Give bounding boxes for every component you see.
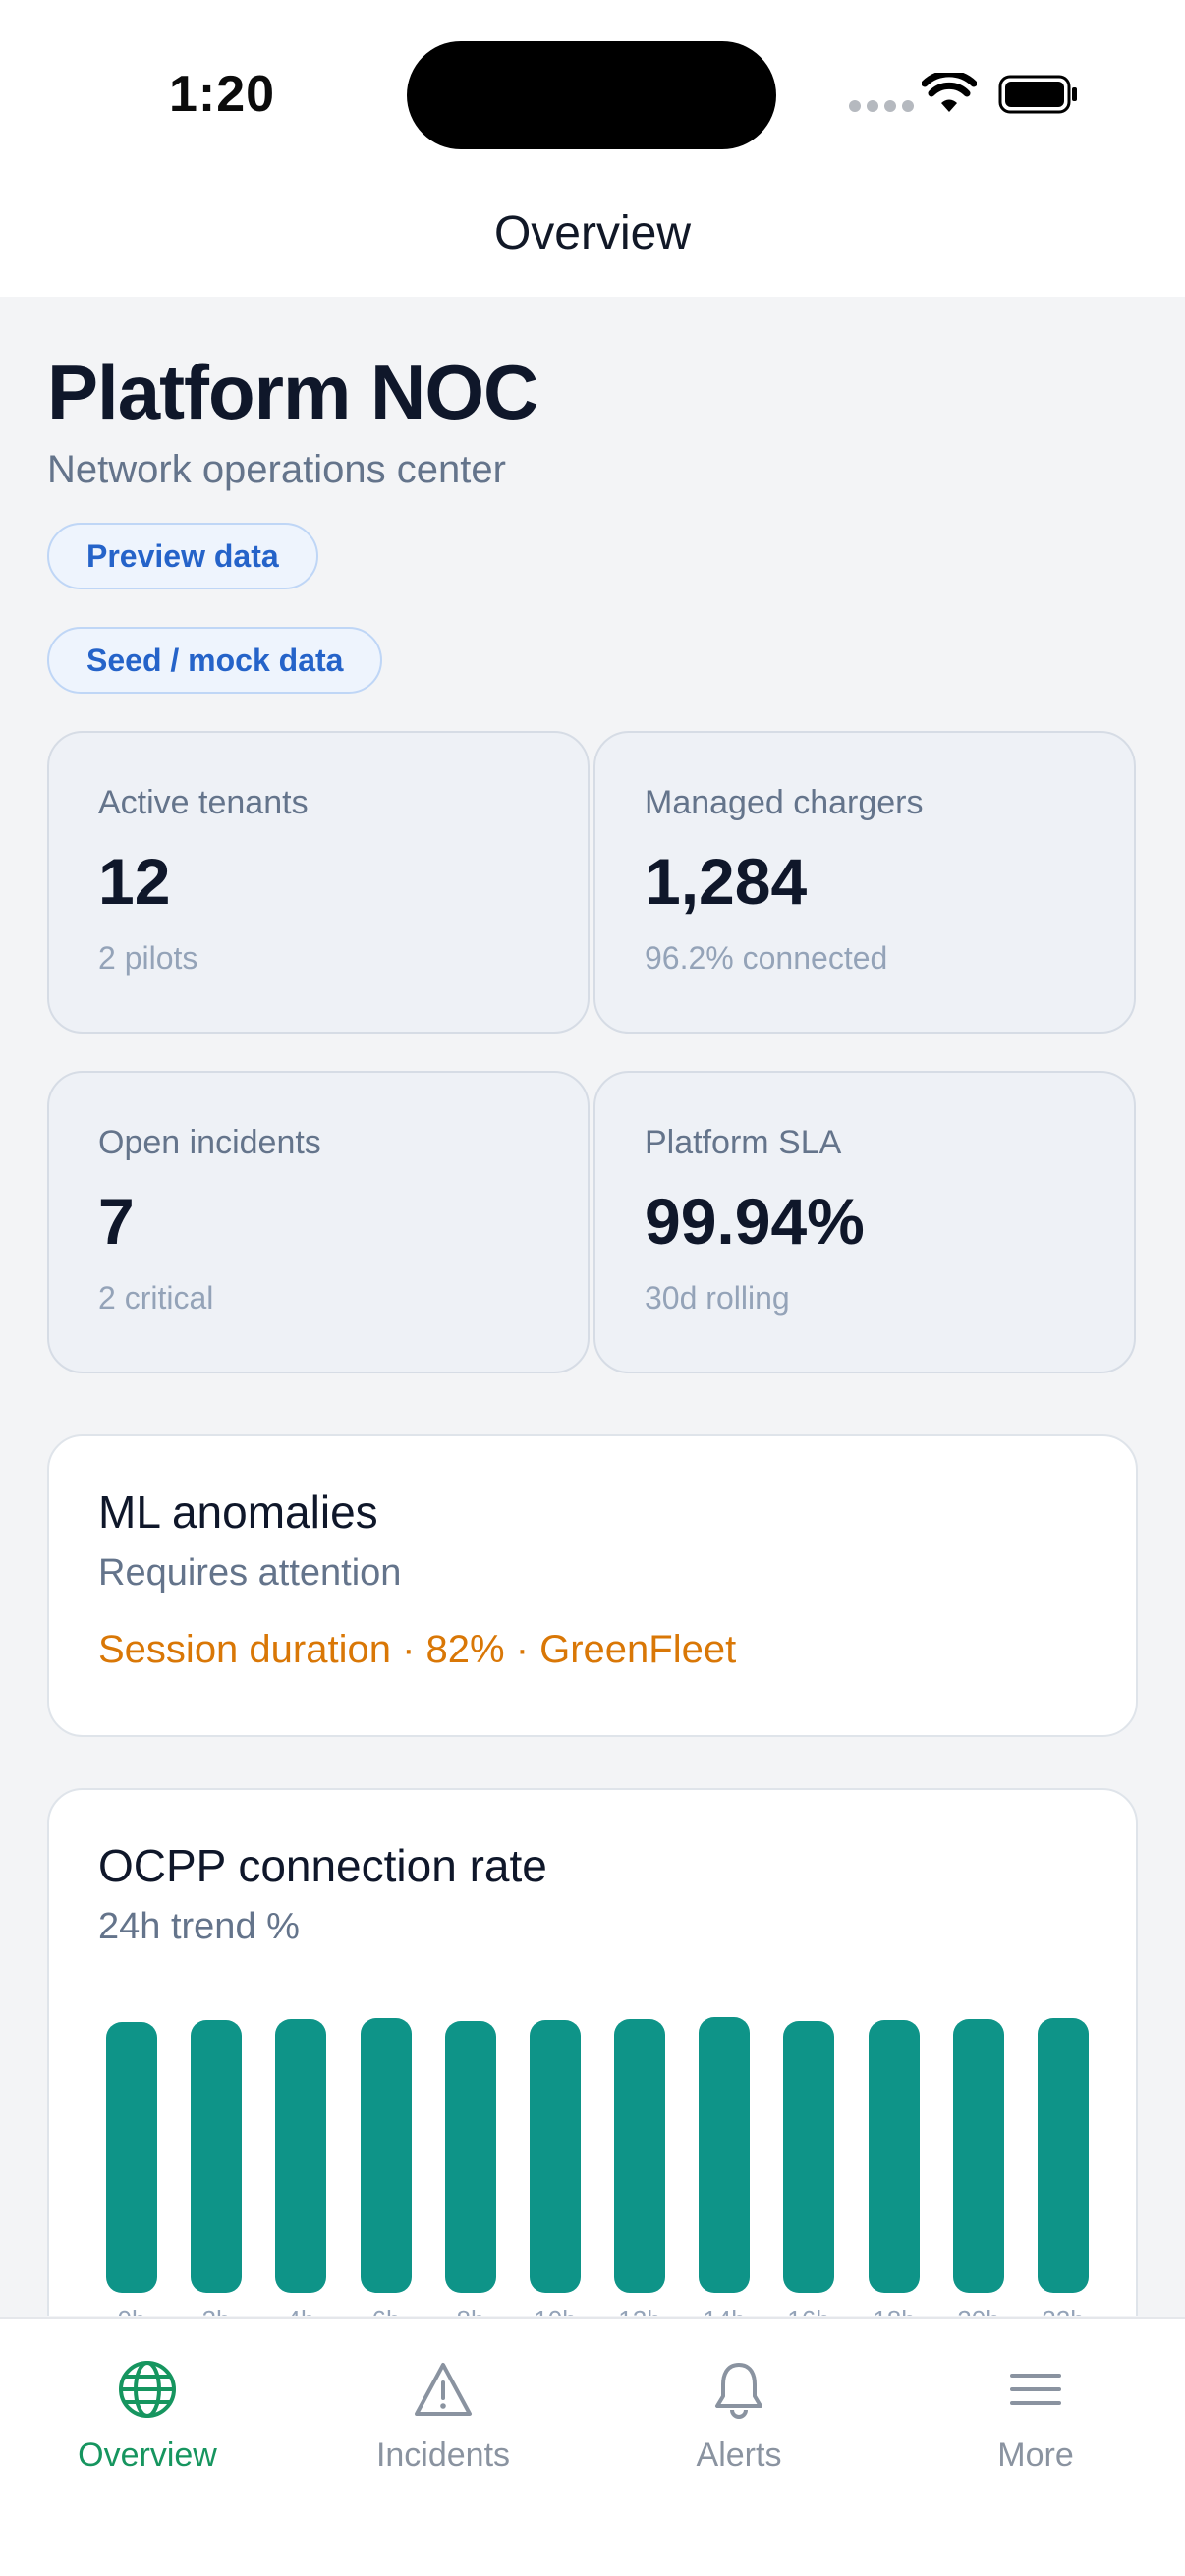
- ocpp-bar-12h: [614, 2019, 665, 2293]
- nav-title: Overview: [493, 207, 692, 259]
- tab-incidents[interactable]: Incidents: [296, 2358, 591, 2475]
- tab-label: Alerts: [696, 2436, 782, 2474]
- tab-more[interactable]: More: [888, 2358, 1183, 2475]
- stat-value: 99.94%: [645, 1185, 865, 1258]
- tab-label: More: [997, 2436, 1074, 2474]
- card-title: ML anomalies: [98, 1486, 378, 1538]
- page-subtitle: Network operations center: [47, 448, 506, 491]
- x-tick-label: 16h: [769, 2305, 848, 2316]
- ocpp-bar-2h: [191, 2020, 242, 2293]
- stat-value: 1,284: [645, 845, 808, 918]
- stat-card-active-tenants[interactable]: Active tenants 12 2 pilots: [47, 731, 590, 1034]
- tab-label: Incidents: [375, 2436, 511, 2474]
- stat-value: 7: [98, 1185, 135, 1258]
- ocpp-bar-20h: [953, 2019, 1004, 2293]
- ocpp-bar-22h: [1038, 2018, 1089, 2293]
- ocpp-x-axis: 0h2h4h6h8h10h12h14h16h18h20h22h: [106, 2305, 1089, 2316]
- stat-subtext: 30d rolling: [645, 1280, 790, 1316]
- x-tick-label: 20h: [939, 2305, 1018, 2316]
- stat-card-platform-sla[interactable]: Platform SLA 99.94% 30d rolling: [593, 1071, 1136, 1373]
- x-tick-label: 6h: [347, 2305, 425, 2316]
- ml-anomalies-card[interactable]: ML anomalies Requires attention Session …: [47, 1434, 1138, 1737]
- ocpp-bar-0h: [106, 2022, 157, 2293]
- anomaly-alert-text[interactable]: Session duration · 82% · GreenFleet: [98, 1628, 737, 1671]
- menu-icon: [1010, 2374, 1061, 2405]
- x-tick-label: 8h: [431, 2305, 510, 2316]
- preview-data-badge: Preview data: [47, 523, 318, 589]
- page-title: Platform NOC: [47, 349, 538, 435]
- battery-icon: [998, 75, 1077, 114]
- card-subtitle: Requires attention: [98, 1552, 402, 1594]
- x-tick-label: 0h: [92, 2305, 171, 2316]
- ocpp-bar-chart: [106, 2008, 1089, 2293]
- stat-label: Platform SLA: [645, 1124, 842, 1161]
- stat-label: Open incidents: [98, 1124, 321, 1161]
- ocpp-bar-4h: [275, 2019, 326, 2293]
- tab-overview[interactable]: Overview: [0, 2358, 295, 2475]
- card-subtitle: 24h trend %: [98, 1906, 300, 1947]
- tab-label: Overview: [78, 2436, 217, 2474]
- ocpp-bar-8h: [445, 2021, 496, 2293]
- globe-icon: [119, 2361, 176, 2418]
- x-tick-label: 10h: [516, 2305, 594, 2316]
- ocpp-bar-14h: [699, 2017, 750, 2293]
- warning-icon: [415, 2363, 472, 2416]
- status-time: 1:20: [169, 66, 276, 123]
- x-tick-label: 14h: [685, 2305, 763, 2316]
- cellular-signal-icon: [849, 100, 914, 112]
- stat-subtext: 96.2% connected: [645, 940, 888, 976]
- stat-value: 12: [98, 845, 171, 918]
- top-bar: 1:20 Overview: [0, 0, 1185, 297]
- tab-alerts[interactable]: Alerts: [592, 2358, 886, 2475]
- tab-bar: Overview Incidents Alerts: [0, 2317, 1185, 2576]
- mock-data-badge: Seed / mock data: [47, 627, 383, 694]
- ocpp-bar-16h: [783, 2021, 834, 2293]
- card-title: OCPP connection rate: [98, 1840, 547, 1891]
- ocpp-bar-6h: [361, 2018, 412, 2293]
- stat-label: Active tenants: [98, 784, 309, 821]
- x-tick-label: 2h: [177, 2305, 255, 2316]
- stat-subtext: 2 critical: [98, 1280, 214, 1316]
- bell-icon: [715, 2363, 762, 2419]
- stat-card-managed-chargers[interactable]: Managed chargers 1,284 96.2% connected: [593, 731, 1136, 1034]
- ocpp-bar-10h: [530, 2020, 581, 2293]
- stat-subtext: 2 pilots: [98, 940, 198, 976]
- dynamic-island: [407, 41, 776, 149]
- wifi-icon: [922, 73, 977, 112]
- stat-card-open-incidents[interactable]: Open incidents 7 2 critical: [47, 1071, 590, 1373]
- x-tick-label: 22h: [1024, 2305, 1102, 2316]
- overview-content[interactable]: Platform NOC Network operations center P…: [0, 297, 1185, 2316]
- ocpp-bar-18h: [869, 2020, 920, 2293]
- x-tick-label: 4h: [261, 2305, 340, 2316]
- x-tick-label: 18h: [855, 2305, 933, 2316]
- x-tick-label: 12h: [600, 2305, 679, 2316]
- stat-label: Managed chargers: [645, 784, 924, 821]
- ocpp-connection-card: OCPP connection rate 24h trend % 0h 2h 4h 6…: [47, 1788, 1138, 2316]
